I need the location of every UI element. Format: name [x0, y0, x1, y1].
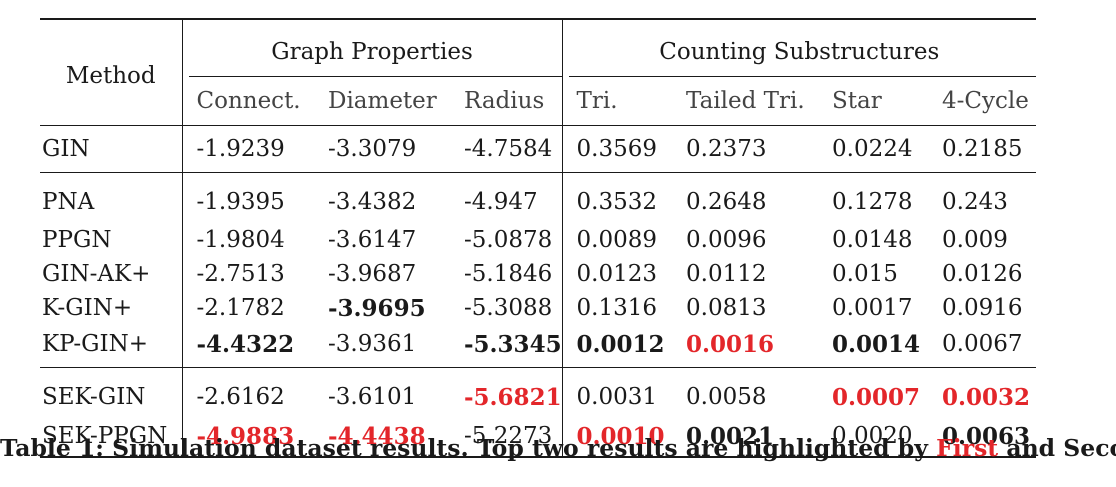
- table-block-baseline: GIN -1.9239 -3.3079 -4.7584 0.3569 0.2373 0.02…: [40, 125, 1037, 173]
- value-cell: -1.9239: [181, 125, 314, 173]
- value-cell: 0.0020: [818, 418, 929, 458]
- value-cell: 0.0112: [686, 260, 767, 287]
- value-cell: -3.9695: [328, 294, 426, 322]
- caption-second-word: Second: [1063, 434, 1116, 462]
- value-cell: 0.2373: [672, 125, 819, 173]
- method-name-cell: GIN: [40, 125, 182, 173]
- value-cell: 0.243: [942, 188, 1008, 215]
- value-cell: 0.0089: [561, 223, 673, 257]
- value-cell: -3.3079: [314, 125, 450, 173]
- value-cell: 0.0021: [672, 418, 819, 458]
- value-cell: 0.0031: [561, 367, 673, 418]
- method-name-cell: KP-GIN+: [40, 325, 182, 368]
- value-cell: -1.9804: [181, 223, 314, 257]
- value-cell: 0.0012: [561, 325, 673, 368]
- value-cell: 0.3532: [561, 172, 673, 223]
- value-cell: 0.0063: [928, 418, 1037, 458]
- value-cell: -3.6101: [328, 383, 417, 410]
- table-row: GIN-AK+ -2.7513 -3.9687 -5.1846 0.0123 0.0112…: [40, 257, 1036, 291]
- value-cell: -4.4438: [314, 418, 450, 458]
- value-cell: -4.947: [464, 188, 538, 215]
- group-header-label: Graph Properties: [271, 38, 473, 65]
- value-cell: -3.9361: [314, 325, 450, 368]
- value-cell: -5.3088: [464, 294, 553, 321]
- value-cell: -3.6147: [328, 226, 417, 253]
- value-cell: -5.1846: [464, 260, 553, 287]
- value-cell: 0.0017: [832, 294, 913, 321]
- table-block-methods: PNA -1.9395 -3.4382 -4.947 0.3532 0.2648 0.127…: [40, 172, 1037, 368]
- value-cell: -5.2273: [450, 418, 563, 458]
- value-cell: 0.0010: [561, 418, 673, 458]
- value-cell: -5.3345: [450, 325, 563, 368]
- value-cell: 0.1316: [561, 291, 673, 325]
- table-row: GIN -1.9239 -3.3079 -4.7584 0.3569 0.2373 0.02…: [40, 125, 1037, 173]
- results-table: Method Graph Properties Counting Substru…: [40, 18, 1037, 458]
- value-cell: 0.0916: [942, 294, 1023, 321]
- value-cell: -1.9395: [181, 172, 314, 223]
- value-cell: 0.0007: [832, 383, 921, 411]
- method-name-cell: PNA: [42, 188, 95, 215]
- value-cell: 0.0224: [818, 125, 929, 173]
- column-header-tailed-tri: Tailed Tri.: [672, 77, 819, 126]
- table-row: PPGN -1.9804 -3.6147 -5.0878 0.0089 0.0096 0.0…: [40, 223, 1036, 257]
- group-header-label: Counting Substructures: [659, 38, 940, 65]
- table-header: Method Graph Properties Counting Substru…: [40, 18, 1037, 126]
- value-cell: -2.7513: [181, 257, 314, 291]
- value-cell: -5.0878: [464, 226, 553, 253]
- table-caption: Table 1: Simulation dataset results. Top…: [0, 434, 1116, 462]
- value-cell: 0.0148: [832, 226, 913, 253]
- value-cell: 0.0032: [942, 383, 1031, 411]
- group-header-counting-substructures: Counting Substructures: [561, 18, 1037, 77]
- caption-middle: and: [998, 434, 1064, 462]
- table-row: SEK-PPGN -4.9883 -4.4438 -5.2273 0.0010 0.002…: [40, 418, 1037, 458]
- caption-first-word: First: [936, 434, 999, 462]
- method-name-cell: GIN-AK+: [42, 260, 151, 287]
- value-cell: 0.0123: [561, 257, 673, 291]
- column-header-4-cycle: 4-Cycle: [928, 77, 1037, 126]
- header-group-row: Method Graph Properties Counting Substru…: [40, 18, 1037, 126]
- column-header-radius: Radius: [450, 77, 563, 126]
- value-cell: 0.0058: [686, 383, 767, 410]
- value-cell: 0.015: [832, 260, 898, 287]
- value-cell: -5.6821: [464, 383, 562, 411]
- method-name-cell: SEK-PPGN: [40, 418, 182, 458]
- value-cell: -2.6162: [181, 367, 314, 418]
- table-row: K-GIN+ -2.1782 -3.9695 -5.3088 0.1316 0.0813 0…: [40, 291, 1036, 325]
- value-cell: -4.4322: [181, 325, 314, 368]
- method-name-cell: SEK-GIN: [42, 383, 146, 410]
- value-cell: 0.0014: [818, 325, 929, 368]
- caption-prefix: Table 1: Simulation dataset results. Top…: [0, 434, 937, 462]
- method-name-cell: PPGN: [42, 226, 112, 253]
- value-cell: 0.0126: [942, 260, 1023, 287]
- header-column-row: Connect. Diameter Radius Tri. Tailed Tri…: [40, 77, 1037, 126]
- value-cell: -3.4382: [328, 188, 417, 215]
- value-cell: 0.1278: [832, 188, 913, 215]
- column-header-diameter: Diameter: [314, 77, 450, 126]
- value-cell: 0.0067: [928, 325, 1037, 368]
- column-header-tri: Tri.: [561, 77, 673, 126]
- value-cell: 0.009: [942, 226, 1008, 253]
- value-cell: -4.7584: [450, 125, 563, 173]
- table-block-sek: SEK-GIN -2.6162 -3.6101 -5.6821 0.0031 0.0058…: [40, 367, 1037, 458]
- value-cell: -4.9883: [181, 418, 314, 458]
- table-row: KP-GIN+ -4.4322 -3.9361 -5.3345 0.0012 0.0016…: [40, 325, 1037, 368]
- results-table-container: Method Graph Properties Counting Substru…: [40, 18, 1037, 458]
- value-cell: -3.9687: [328, 260, 417, 287]
- table-row: SEK-GIN -2.6162 -3.6101 -5.6821 0.0031 0.0058…: [40, 367, 1036, 418]
- value-cell: 0.2648: [686, 188, 767, 215]
- value-cell: 0.0813: [686, 294, 767, 321]
- group-header-graph-properties: Graph Properties: [181, 18, 563, 77]
- method-name-cell: K-GIN+: [42, 294, 133, 321]
- value-cell: 0.3569: [561, 125, 673, 173]
- column-header-star: Star: [818, 77, 929, 126]
- value-cell: 0.2185: [928, 125, 1037, 173]
- method-column-header: Method: [40, 18, 182, 126]
- value-cell: -2.1782: [181, 291, 314, 325]
- table-row: PNA -1.9395 -3.4382 -4.947 0.3532 0.2648 0.127…: [40, 172, 1036, 223]
- value-cell: 0.0096: [686, 226, 767, 253]
- value-cell: 0.0016: [672, 325, 819, 368]
- column-header-connect: Connect.: [181, 77, 314, 126]
